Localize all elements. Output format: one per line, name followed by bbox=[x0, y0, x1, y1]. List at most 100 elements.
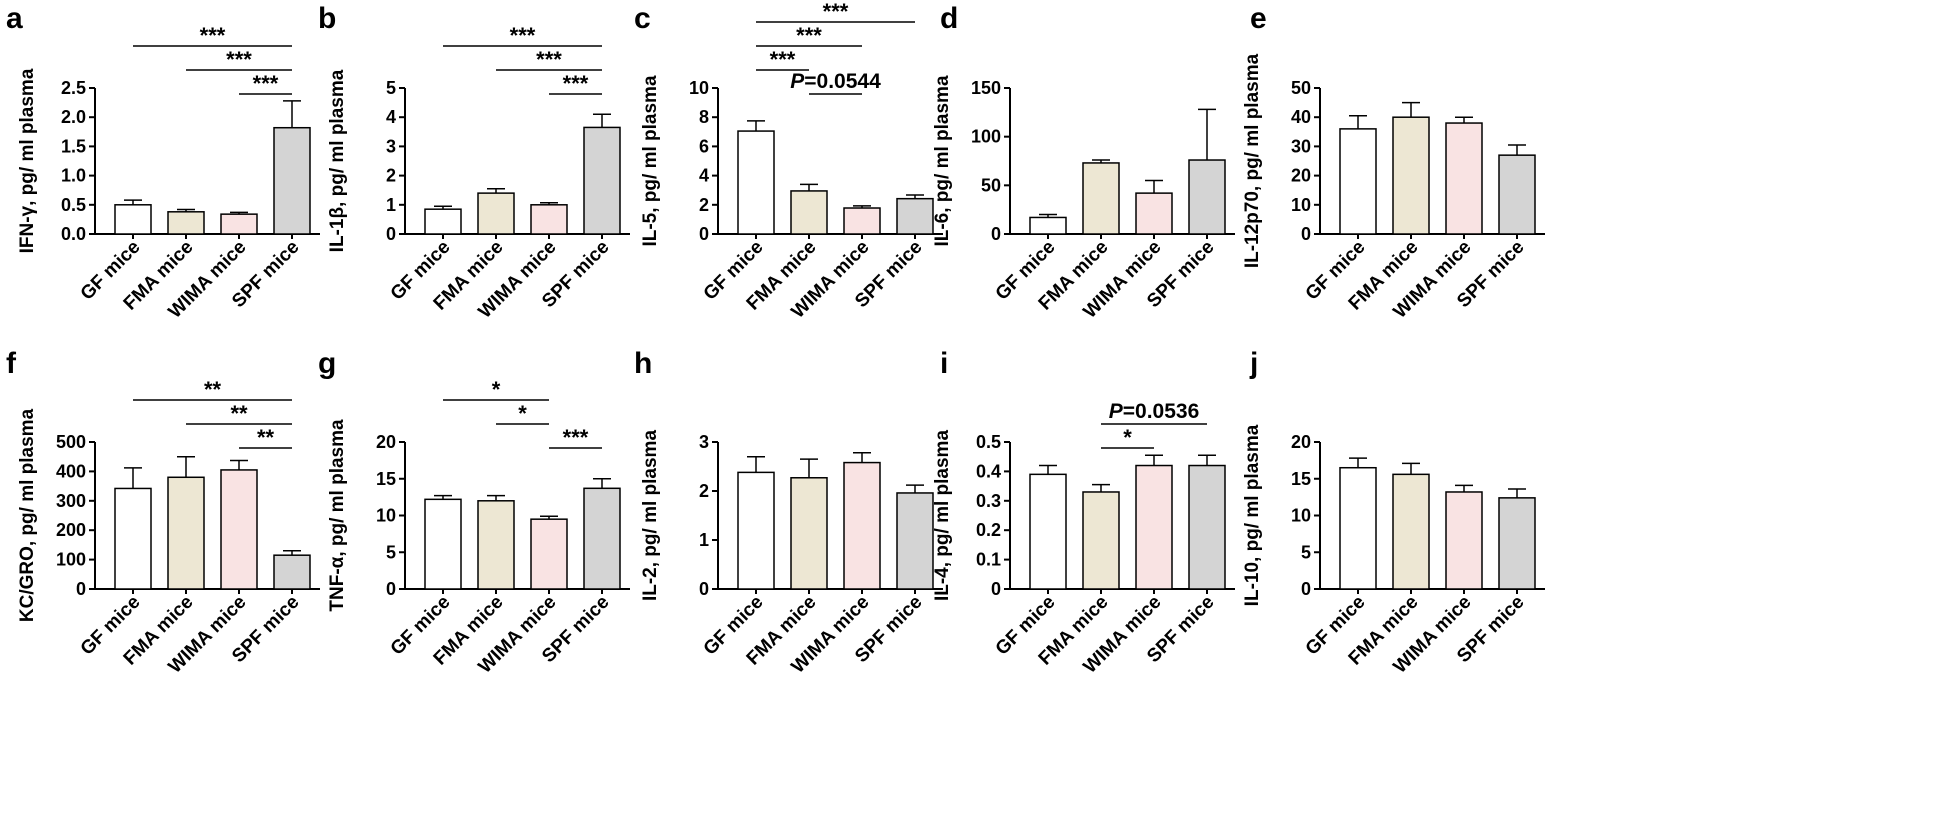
p-value-label: P=0.0536 bbox=[1109, 400, 1200, 423]
bar-gf-mice bbox=[424, 498, 462, 590]
y-tick-label: 0 bbox=[699, 224, 709, 244]
bar-spf-mice bbox=[273, 126, 311, 235]
y-tick-label: 0.5 bbox=[61, 195, 86, 215]
y-tick-label: 10 bbox=[689, 78, 709, 98]
panel-letter: a bbox=[6, 2, 23, 35]
y-tick-label: 1.0 bbox=[61, 166, 86, 186]
panel-letter: b bbox=[318, 2, 336, 35]
y-tick-label: 20 bbox=[376, 432, 396, 452]
bar-fma-mice bbox=[1392, 473, 1430, 590]
y-axis-label: IL-4, pg/ ml plasma bbox=[932, 430, 953, 601]
panel-f: fKC/GRO, pg/ ml plasma 0100200300400500GF… bbox=[6, 347, 320, 678]
y-tick-label: 0.3 bbox=[976, 491, 1001, 511]
y-axis-label: IL-2, pg/ ml plasma bbox=[640, 430, 661, 601]
bar-gf-mice bbox=[1339, 466, 1377, 590]
y-tick-label: 2 bbox=[386, 166, 396, 186]
significance-stars: * bbox=[1123, 425, 1132, 450]
y-tick-label: 5 bbox=[386, 542, 396, 562]
panel-i: iIL-4, pg/ ml plasma 00.10.20.30.40.5GF m… bbox=[932, 347, 1235, 678]
y-tick-label: 5 bbox=[386, 78, 396, 98]
y-tick-label: 0.0 bbox=[61, 224, 86, 244]
panel-letter: d bbox=[940, 2, 958, 35]
y-tick-label: 0 bbox=[699, 579, 709, 599]
bar-fma-mice bbox=[477, 500, 515, 590]
y-tick-label: 20 bbox=[1291, 166, 1311, 186]
y-tick-label: 0 bbox=[386, 224, 396, 244]
y-tick-label: 2.5 bbox=[61, 78, 86, 98]
y-tick-label: 300 bbox=[56, 491, 86, 511]
bar-fma-mice bbox=[1082, 491, 1120, 590]
bar-spf-mice bbox=[1188, 159, 1226, 235]
significance-stars: *** bbox=[226, 47, 252, 72]
significance-stars: * bbox=[492, 377, 501, 402]
y-axis-label: IL-6, pg/ ml plasma bbox=[932, 75, 953, 246]
y-tick-label: 15 bbox=[376, 469, 396, 489]
bar-wima-mice bbox=[843, 207, 881, 235]
y-tick-label: 0 bbox=[991, 579, 1001, 599]
bar-gf-mice bbox=[1029, 473, 1067, 590]
significance-stars: *** bbox=[536, 47, 562, 72]
y-axis-label: IL-10, pg/ ml plasma bbox=[1242, 424, 1263, 606]
significance-stars: *** bbox=[823, 0, 849, 24]
significance-stars: *** bbox=[200, 23, 226, 48]
bar-gf-mice bbox=[424, 208, 462, 235]
y-tick-label: 1 bbox=[699, 530, 709, 550]
y-tick-label: 4 bbox=[699, 166, 709, 186]
y-tick-label: 50 bbox=[1291, 78, 1311, 98]
y-tick-label: 10 bbox=[1291, 506, 1311, 526]
bar-spf-mice bbox=[583, 126, 621, 235]
bar-fma-mice bbox=[790, 190, 828, 235]
y-axis-label: IL-1β, pg/ ml plasma bbox=[327, 69, 348, 252]
y-tick-label: 4 bbox=[386, 107, 396, 127]
y-tick-label: 0.1 bbox=[976, 550, 1001, 570]
bar-wima-mice bbox=[1135, 464, 1173, 590]
y-tick-label: 0 bbox=[386, 579, 396, 599]
y-axis-label: IL-12p70, pg/ ml plasma bbox=[1242, 53, 1263, 268]
bar-wima-mice bbox=[843, 461, 881, 590]
significance-stars: *** bbox=[563, 71, 589, 96]
significance-stars: *** bbox=[563, 425, 589, 450]
bar-gf-mice bbox=[1339, 128, 1377, 235]
bar-wima-mice bbox=[220, 213, 258, 235]
y-tick-label: 2 bbox=[699, 195, 709, 215]
significance-stars: *** bbox=[770, 47, 796, 72]
panel-letter: e bbox=[1250, 2, 1267, 35]
y-tick-label: 100 bbox=[971, 127, 1001, 147]
bar-gf-mice bbox=[737, 130, 775, 235]
bar-spf-mice bbox=[1498, 154, 1536, 235]
bar-wima-mice bbox=[530, 518, 568, 590]
panel-letter: i bbox=[940, 347, 948, 380]
panel-letter: g bbox=[318, 347, 336, 380]
bar-wima-mice bbox=[1445, 122, 1483, 235]
y-tick-label: 100 bbox=[56, 550, 86, 570]
bar-fma-mice bbox=[1082, 162, 1120, 235]
bar-spf-mice bbox=[1498, 497, 1536, 590]
panel-letter: h bbox=[634, 347, 652, 380]
p-value-label: P=0.0544 bbox=[790, 70, 881, 93]
y-tick-label: 0 bbox=[76, 579, 86, 599]
bar-spf-mice bbox=[896, 492, 934, 590]
y-tick-label: 0 bbox=[1301, 579, 1311, 599]
y-tick-label: 0 bbox=[991, 224, 1001, 244]
significance-stars: *** bbox=[510, 23, 536, 48]
y-tick-label: 40 bbox=[1291, 107, 1311, 127]
y-axis-label: IL-5, pg/ ml plasma bbox=[640, 75, 661, 246]
significance-stars: ** bbox=[204, 377, 222, 402]
bar-fma-mice bbox=[477, 192, 515, 235]
y-tick-label: 0.5 bbox=[976, 432, 1001, 452]
bar-fma-mice bbox=[167, 476, 205, 590]
y-tick-label: 3 bbox=[699, 432, 709, 452]
y-axis-label: IFN-γ, pg/ ml plasma bbox=[17, 68, 38, 253]
bar-fma-mice bbox=[1392, 116, 1430, 235]
y-tick-label: 2.0 bbox=[61, 107, 86, 127]
y-tick-label: 10 bbox=[1291, 195, 1311, 215]
y-tick-label: 5 bbox=[1301, 542, 1311, 562]
y-tick-label: 0.2 bbox=[976, 520, 1001, 540]
